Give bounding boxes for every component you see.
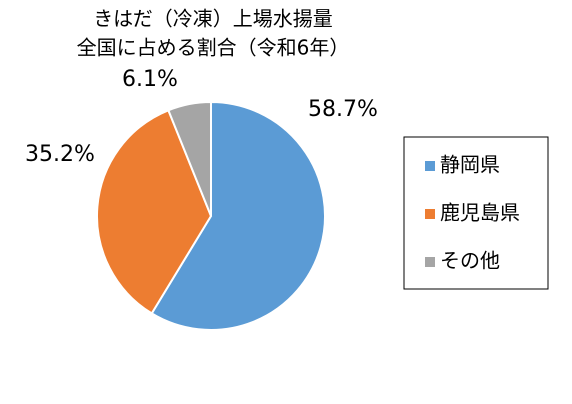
- data-label: 58.7%: [308, 97, 378, 122]
- legend-label: 鹿児島県: [440, 201, 520, 225]
- pie-slice: [167, 100, 212, 217]
- chart-title: きはだ（冷凍）上場水揚量: [93, 7, 333, 31]
- legend-label: 静岡県: [440, 153, 500, 177]
- data-label: 35.2%: [25, 142, 95, 167]
- chart-title: 全国に占める割合（令和6年）: [77, 36, 350, 60]
- legend-swatch: [425, 161, 435, 171]
- pie-slice: [96, 108, 213, 315]
- data-label: 6.1%: [122, 67, 178, 92]
- legend-label: その他: [440, 249, 500, 273]
- legend-swatch: [425, 209, 435, 219]
- pie-slice: [150, 100, 326, 331]
- legend-swatch: [425, 257, 435, 267]
